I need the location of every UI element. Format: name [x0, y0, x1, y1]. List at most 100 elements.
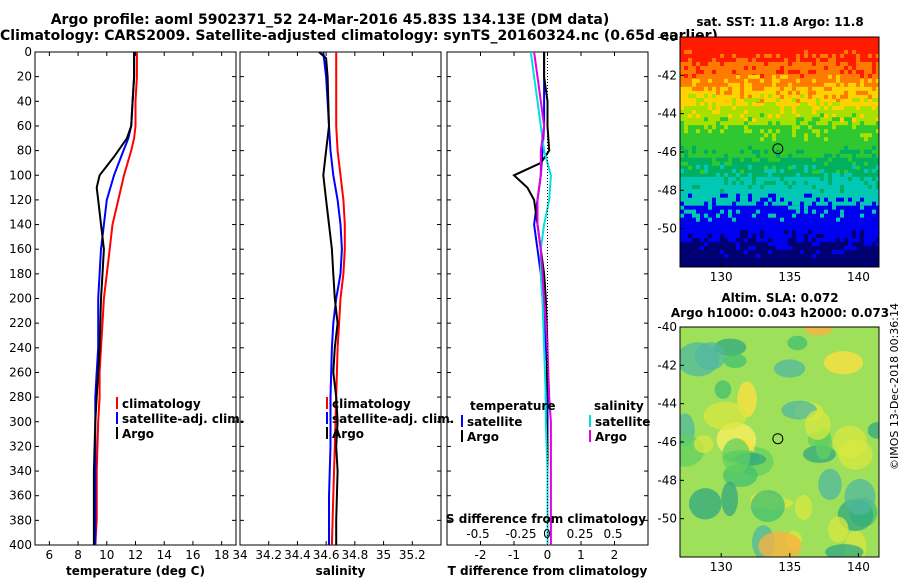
top-axis-tick-label: 0.5 — [603, 527, 622, 541]
sst-pixel — [720, 209, 724, 214]
sst-pixel — [832, 82, 836, 87]
sst-pixel — [804, 133, 808, 138]
sst-pixel — [868, 133, 872, 138]
sst-pixel — [812, 121, 816, 126]
sst-pixel — [732, 82, 736, 87]
sst-pixel — [872, 69, 876, 74]
sst-pixel — [700, 98, 704, 102]
sst-pixel — [764, 133, 768, 138]
sst-pixel — [804, 234, 808, 239]
series-line-argo — [92, 52, 136, 545]
sst-pixel — [684, 129, 688, 134]
sst-pixel — [768, 238, 772, 243]
sst-pixel — [712, 201, 716, 206]
sst-pixel — [752, 86, 756, 91]
sst-pixel — [808, 125, 812, 130]
sst-pixel — [872, 176, 876, 181]
x-tick-label: 34.4 — [284, 548, 311, 562]
sst-pixel — [836, 217, 840, 222]
sst-pixel — [768, 114, 772, 118]
sst-pixel — [788, 82, 792, 87]
sst-pixel — [692, 110, 696, 114]
sst-pixel — [708, 205, 712, 210]
sst-pixel — [800, 102, 804, 106]
sla-eddy — [722, 438, 751, 474]
sst-pixel — [688, 209, 692, 214]
x-tick-label: 140 — [847, 560, 870, 574]
sst-pixel — [836, 169, 840, 174]
sst-pixel — [876, 164, 879, 169]
sst-pixel — [744, 98, 748, 102]
sst-pixel — [876, 180, 879, 185]
x-tick-label: 1 — [577, 548, 585, 562]
sst-pixel — [828, 157, 832, 162]
sst-pixel — [852, 161, 856, 166]
y-tick-label: 80 — [17, 144, 32, 158]
x-tick-label: 135 — [778, 270, 801, 284]
sst-pixel — [796, 172, 800, 177]
sst-pixel — [752, 98, 756, 102]
sst-pixel — [748, 98, 752, 102]
sst-pixel — [800, 117, 804, 122]
sst-pixel — [780, 176, 784, 181]
sst-pixel — [832, 125, 836, 130]
sst-pixel — [748, 172, 752, 177]
sst-pixel — [688, 114, 692, 118]
sst-pixel — [680, 106, 684, 110]
sst-pixel — [792, 125, 796, 130]
sst-pixel — [724, 193, 728, 198]
sst-pixel — [804, 102, 808, 106]
sst-pixel — [856, 53, 860, 58]
sst-pixel — [848, 69, 852, 74]
sst-pixel — [784, 242, 788, 247]
sla-eddy — [714, 380, 732, 399]
sst-pixel — [756, 98, 760, 102]
sst-pixel — [700, 246, 704, 251]
sst-pixel — [792, 234, 796, 239]
sst-pixel — [876, 118, 879, 122]
sst-pixel — [768, 129, 772, 134]
sst-pixel — [764, 61, 768, 66]
sst-pixel — [776, 157, 780, 162]
series-line-s-argo — [533, 51, 552, 545]
sst-pixel — [828, 74, 832, 79]
sst-pixel — [696, 238, 700, 243]
sst-pixel — [800, 201, 804, 206]
sst-pixel — [748, 197, 752, 202]
sst-pixel — [860, 82, 864, 87]
sst-pixel — [828, 121, 832, 126]
sst-pixel — [684, 65, 688, 70]
sst-pixel — [832, 102, 836, 106]
sst-pixel — [756, 157, 760, 162]
sst-pixel — [852, 125, 856, 130]
sst-pixel — [740, 149, 744, 154]
sst-pixel — [844, 49, 848, 54]
sla-eddy — [688, 488, 722, 520]
sst-pixel — [684, 49, 688, 54]
sst-pixel — [768, 180, 772, 185]
sst-pixel — [820, 213, 824, 218]
sst-pixel — [740, 180, 744, 185]
top-axis-label: S difference from climatology — [446, 512, 646, 526]
y-tick-label: 160 — [9, 242, 32, 256]
sst-pixel — [744, 78, 748, 83]
sst-pixel — [736, 74, 740, 79]
sst-pixel — [736, 57, 740, 62]
sst-pixel — [836, 238, 840, 243]
sst-pixel — [716, 213, 720, 218]
sst-pixel — [776, 149, 780, 154]
sst-pixel — [804, 137, 808, 142]
sst-pixel — [868, 53, 872, 58]
sst-pixel — [704, 117, 708, 122]
sst-pixel — [816, 242, 820, 247]
sst-pixel — [848, 197, 852, 202]
sst-pixel — [744, 121, 748, 126]
sst-pixel — [760, 197, 764, 202]
sst-pixel — [796, 114, 800, 118]
top-axis-tick-label: 0 — [543, 527, 551, 541]
sst-pixel — [692, 184, 696, 189]
sst-pixel — [804, 209, 808, 214]
sst-pixel — [844, 94, 848, 99]
sst-pixel — [708, 234, 712, 239]
sst-pixel — [752, 238, 756, 243]
